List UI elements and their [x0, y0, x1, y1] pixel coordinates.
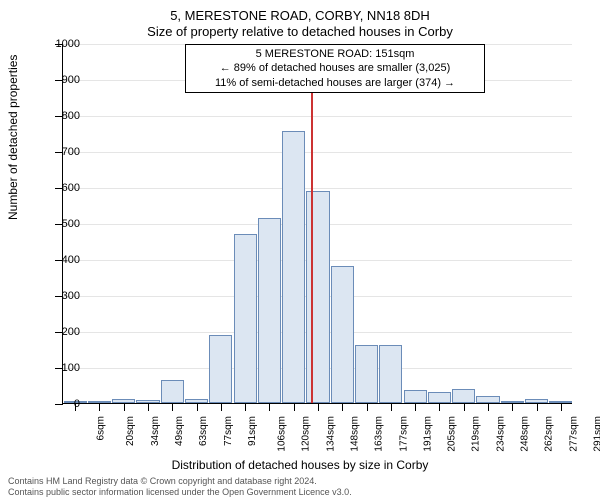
chart-title-main: 5, MERESTONE ROAD, CORBY, NN18 8DH: [0, 8, 600, 23]
x-tick-label: 106sqm: [277, 416, 288, 452]
grid-line: [63, 116, 572, 117]
x-tick: [488, 403, 489, 411]
y-tick-label: 1000: [56, 38, 80, 50]
x-tick-label: 219sqm: [471, 416, 482, 452]
histogram-bar: [258, 218, 281, 403]
x-tick-label: 91sqm: [247, 416, 258, 446]
annotation-line1: 5 MERESTONE ROAD: 151sqm: [190, 47, 480, 61]
x-tick-label: 148sqm: [350, 416, 361, 452]
histogram-bar: [331, 266, 354, 403]
y-tick-label: 600: [62, 182, 80, 194]
footer-line1: Contains HM Land Registry data © Crown c…: [8, 476, 352, 487]
chart-container: 5, MERESTONE ROAD, CORBY, NN18 8DH Size …: [0, 0, 600, 500]
y-tick-label: 200: [62, 326, 80, 338]
x-tick-label: 248sqm: [520, 416, 531, 452]
histogram-bar: [161, 380, 184, 403]
y-tick-label: 100: [62, 362, 80, 374]
histogram-bar: [379, 345, 402, 403]
x-tick-label: 163sqm: [374, 416, 385, 452]
y-tick-label: 700: [62, 146, 80, 158]
histogram-bar: [209, 335, 232, 403]
histogram-bar: [234, 234, 257, 403]
x-tick: [464, 403, 465, 411]
x-axis-title: Distribution of detached houses by size …: [0, 458, 600, 472]
grid-line: [63, 188, 572, 189]
y-tick: [55, 404, 63, 405]
x-tick-label: 63sqm: [198, 416, 209, 446]
histogram-bar: [476, 396, 499, 403]
x-tick-label: 205sqm: [447, 416, 458, 452]
histogram-bar: [404, 390, 427, 403]
y-axis-title: Number of detached properties: [6, 55, 20, 220]
x-tick-label: 120sqm: [301, 416, 312, 452]
y-tick-label: 300: [62, 290, 80, 302]
footer-attribution: Contains HM Land Registry data © Crown c…: [8, 476, 352, 498]
y-tick-label: 0: [74, 398, 80, 410]
histogram-bar: [355, 345, 378, 403]
x-tick-label: 49sqm: [174, 416, 185, 446]
x-tick: [221, 403, 222, 411]
x-tick-label: 34sqm: [150, 416, 161, 446]
chart-title-sub: Size of property relative to detached ho…: [0, 24, 600, 39]
x-tick: [537, 403, 538, 411]
x-tick: [415, 403, 416, 411]
y-tick-label: 900: [62, 74, 80, 86]
y-tick-label: 800: [62, 110, 80, 122]
annotation-line2: ← 89% of detached houses are smaller (3,…: [190, 61, 480, 75]
x-tick-label: 262sqm: [544, 416, 555, 452]
x-tick: [172, 403, 173, 411]
footer-line2: Contains public sector information licen…: [8, 487, 352, 498]
x-tick: [245, 403, 246, 411]
annotation-line3: 11% of semi-detached houses are larger (…: [190, 76, 480, 90]
x-tick-label: 234sqm: [495, 416, 506, 452]
x-tick: [367, 403, 368, 411]
x-tick: [391, 403, 392, 411]
x-tick: [294, 403, 295, 411]
x-tick: [148, 403, 149, 411]
histogram-bar: [452, 389, 475, 403]
x-tick-label: 291sqm: [592, 416, 600, 452]
x-tick: [342, 403, 343, 411]
x-tick: [99, 403, 100, 411]
x-tick: [269, 403, 270, 411]
x-tick-label: 134sqm: [325, 416, 336, 452]
x-tick-label: 191sqm: [422, 416, 433, 452]
x-tick: [124, 403, 125, 411]
x-tick: [512, 403, 513, 411]
x-tick-label: 20sqm: [125, 416, 136, 446]
x-tick-label: 77sqm: [223, 416, 234, 446]
x-tick: [197, 403, 198, 411]
x-tick-label: 6sqm: [96, 416, 107, 440]
histogram-bar: [282, 131, 305, 403]
x-tick: [561, 403, 562, 411]
annotation-box: 5 MERESTONE ROAD: 151sqm ← 89% of detach…: [185, 44, 485, 93]
x-tick-label: 277sqm: [568, 416, 579, 452]
y-tick-label: 500: [62, 218, 80, 230]
plot-area: [62, 44, 572, 404]
x-tick: [318, 403, 319, 411]
reference-line: [311, 44, 313, 403]
x-tick: [439, 403, 440, 411]
grid-line: [63, 152, 572, 153]
histogram-bar: [428, 392, 451, 403]
x-tick-label: 177sqm: [398, 416, 409, 452]
y-tick-label: 400: [62, 254, 80, 266]
